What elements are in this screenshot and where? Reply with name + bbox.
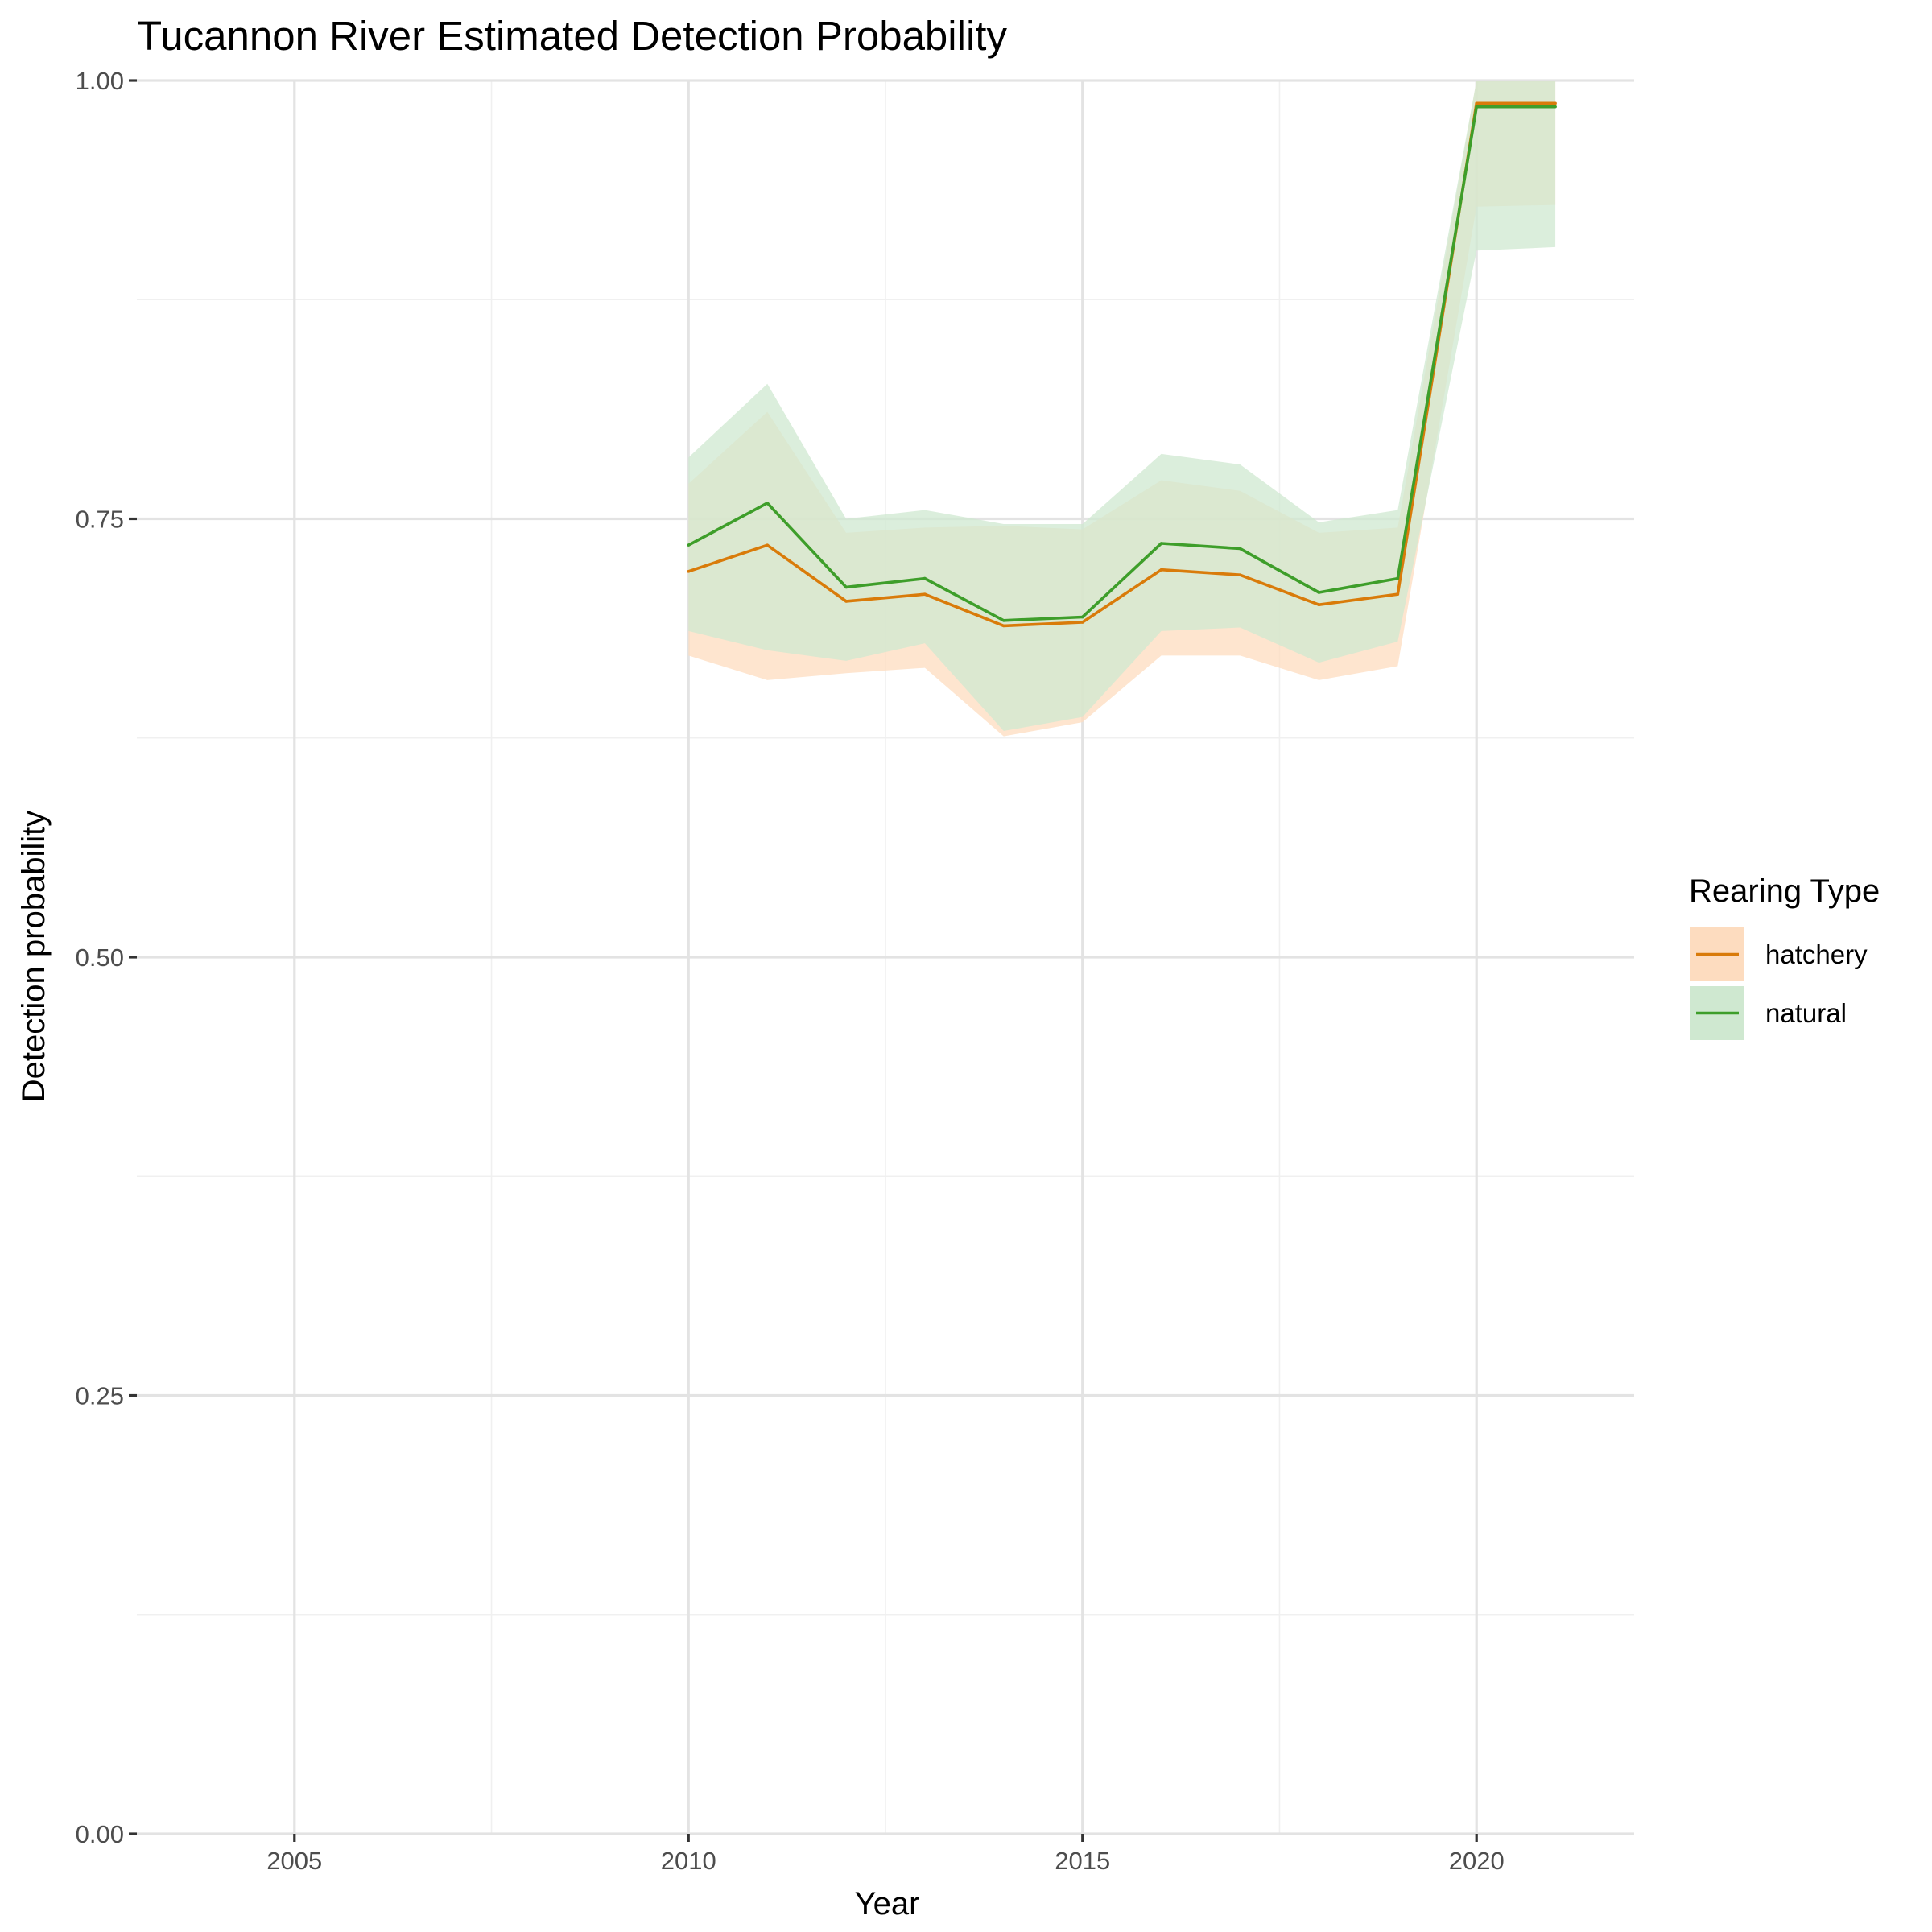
confidence-ribbons (688, 80, 1556, 737)
legend-items: hatchery natural (1690, 927, 1868, 1040)
y-axis-title: Detection probability (16, 811, 52, 1102)
legend-title: Rearing Type (1689, 873, 1880, 909)
point-hatchery (1396, 592, 1400, 596)
point-natural (1475, 105, 1479, 109)
y-tick-label: 0.25 (76, 1382, 124, 1410)
point-hatchery (1002, 624, 1005, 628)
point-natural (1554, 105, 1557, 109)
x-axis: 2005 2010 2015 2020 (266, 1834, 1505, 1875)
point-natural (1080, 615, 1084, 619)
y-tick-label: 0.75 (76, 506, 124, 534)
point-hatchery (766, 543, 769, 547)
point-hatchery (1080, 621, 1084, 624)
point-natural (1002, 619, 1005, 622)
series-lines (687, 101, 1557, 628)
legend-label-hatchery: hatchery (1765, 939, 1868, 969)
x-tick-label: 2010 (661, 1847, 716, 1875)
point-natural (844, 585, 848, 589)
point-hatchery (923, 592, 927, 596)
y-tick-label: 0.50 (76, 943, 124, 972)
point-natural (766, 502, 769, 505)
point-natural (923, 576, 927, 580)
point-natural (687, 543, 691, 547)
x-tick-label: 2015 (1055, 1847, 1110, 1875)
legend: Rearing Type hatchery natural (1689, 873, 1880, 1040)
grid (137, 79, 1634, 1835)
x-tick-label: 2020 (1449, 1847, 1505, 1875)
line-hatchery (687, 101, 1556, 628)
point-hatchery (1159, 568, 1163, 572)
x-tick-label: 2005 (266, 1847, 322, 1875)
point-natural (1317, 591, 1321, 594)
point-hatchery (1554, 101, 1557, 105)
point-natural (1396, 576, 1400, 580)
point-hatchery (1317, 603, 1321, 607)
point-hatchery (687, 570, 691, 573)
x-axis-title: Year (855, 1886, 920, 1922)
point-hatchery (844, 600, 848, 603)
y-axis: 0.00 0.25 0.50 0.75 1.00 (76, 67, 137, 1848)
chart-title: Tucannon River Estimated Detection Proba… (137, 13, 1007, 59)
legend-label-natural: natural (1765, 998, 1847, 1028)
line-natural (687, 105, 1556, 622)
point-hatchery (1475, 101, 1479, 105)
y-tick-label: 1.00 (76, 67, 124, 95)
y-tick-label: 0.00 (76, 1820, 124, 1848)
point-natural (1159, 542, 1163, 545)
point-hatchery (1238, 573, 1242, 576)
point-natural (1238, 547, 1242, 551)
ribbon-natural (688, 80, 1556, 731)
